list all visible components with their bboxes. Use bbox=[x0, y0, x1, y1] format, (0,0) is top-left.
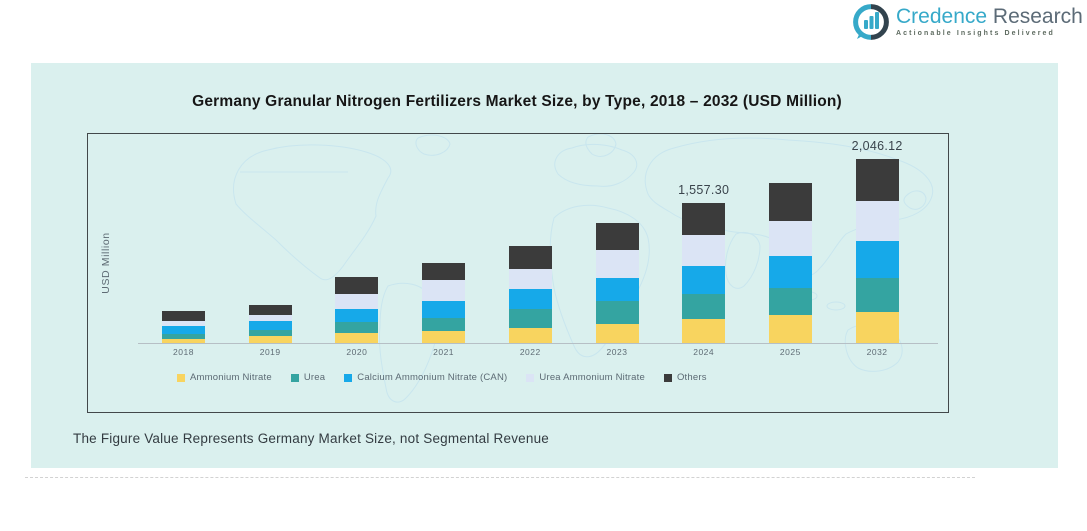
footnote: The Figure Value Represents Germany Mark… bbox=[73, 431, 549, 446]
bar-segment-ammonium-nitrate bbox=[248, 335, 292, 343]
legend-swatch-urea-ammonium-nitrate bbox=[526, 373, 535, 382]
bar-segment-others bbox=[422, 262, 466, 280]
bar-segment-urea-ammonium-nitrate bbox=[248, 315, 292, 322]
bar-segment-others bbox=[595, 222, 639, 251]
bar-segment-others bbox=[508, 246, 552, 269]
bar-segment-calcium-ammonium-nitrate-can bbox=[768, 255, 812, 288]
bar-segment-others bbox=[335, 277, 379, 294]
logo-name-primary: Credence bbox=[896, 5, 988, 28]
bar-segment-calcium-ammonium-nitrate-can bbox=[248, 321, 292, 330]
legend-item-calcium-ammonium-nitrate-can: Calcium Ammonium Nitrate (CAN) bbox=[344, 372, 507, 383]
bar-segment-ammonium-nitrate bbox=[422, 330, 466, 343]
bar-segment-urea-ammonium-nitrate bbox=[335, 293, 379, 309]
legend-swatch-ammonium-nitrate bbox=[177, 373, 185, 382]
x-tick-2025: 2025 bbox=[779, 347, 801, 357]
legend-swatch-calcium-ammonium-nitrate-can bbox=[344, 373, 353, 382]
legend-label-ammonium-nitrate: Ammonium Nitrate bbox=[190, 372, 272, 383]
bar-segment-calcium-ammonium-nitrate-can bbox=[335, 308, 379, 322]
bar-2020 bbox=[335, 277, 379, 343]
bar-segment-others bbox=[855, 158, 899, 202]
chart-title: Germany Granular Nitrogen Fertilizers Ma… bbox=[192, 93, 842, 110]
bar-segment-calcium-ammonium-nitrate-can bbox=[162, 325, 205, 334]
bar-segment-ammonium-nitrate bbox=[855, 312, 899, 343]
legend-item-urea: Urea bbox=[290, 372, 326, 383]
x-tick-2018: 2018 bbox=[173, 347, 194, 357]
legend-label-urea: Urea bbox=[303, 372, 326, 383]
bar-segment-others bbox=[162, 311, 205, 321]
bar-segment-urea bbox=[595, 300, 639, 325]
bar-segment-ammonium-nitrate bbox=[768, 315, 812, 343]
bar-2021 bbox=[422, 262, 466, 343]
value-label-2032: 2,046.12 bbox=[851, 138, 903, 153]
bar-segment-urea-ammonium-nitrate bbox=[682, 235, 726, 267]
logo-name: Credence Research bbox=[896, 6, 1083, 28]
bar-segment-calcium-ammonium-nitrate-can bbox=[855, 241, 899, 279]
bar-segment-urea-ammonium-nitrate bbox=[422, 279, 466, 302]
plot-area: USD Million 2018 2019 2020 2021 2022 2023 2024… bbox=[87, 133, 949, 413]
bar-2025 bbox=[768, 182, 812, 343]
x-tick-2022: 2022 bbox=[519, 347, 541, 357]
bar-segment-calcium-ammonium-nitrate-can bbox=[508, 289, 552, 309]
legend-label-calcium-ammonium-nitrate-can: Calcium Ammonium Nitrate (CAN) bbox=[357, 372, 508, 383]
logo-name-secondary: Research bbox=[992, 5, 1083, 28]
bar-segment-calcium-ammonium-nitrate-can bbox=[682, 266, 726, 294]
x-tick-2020: 2020 bbox=[346, 347, 368, 357]
x-tick-2024: 2024 bbox=[693, 347, 715, 357]
bar-segment-ammonium-nitrate bbox=[595, 324, 639, 343]
bar-2022 bbox=[508, 246, 552, 343]
bar-segment-urea bbox=[248, 329, 292, 336]
legend-label-urea-ammonium-nitrate: Urea Ammonium Nitrate bbox=[539, 372, 645, 383]
bar-2024 bbox=[682, 202, 726, 343]
bar-segment-calcium-ammonium-nitrate-can bbox=[595, 277, 639, 301]
bar-segment-ammonium-nitrate bbox=[682, 319, 726, 343]
bar-segment-urea-ammonium-nitrate bbox=[508, 268, 552, 290]
x-tick-2023: 2023 bbox=[606, 347, 628, 357]
x-axis-line bbox=[138, 343, 938, 344]
bar-segment-ammonium-nitrate bbox=[508, 328, 552, 343]
legend-item-urea-ammonium-nitrate: Urea Ammonium Nitrate bbox=[526, 372, 645, 383]
bar-segment-urea-ammonium-nitrate bbox=[768, 220, 812, 256]
bar-2018 bbox=[162, 311, 205, 343]
bar-chart-bubble-icon bbox=[852, 3, 890, 46]
bar-segment-others bbox=[682, 202, 726, 236]
bar-2032 bbox=[855, 158, 899, 343]
bar-segment-others bbox=[248, 304, 292, 316]
value-label-2024: 1,557.30 bbox=[678, 182, 730, 197]
legend-swatch-urea bbox=[290, 373, 299, 382]
bar-segment-urea-ammonium-nitrate bbox=[162, 320, 205, 326]
bar-segment-urea bbox=[422, 317, 466, 331]
bar-segment-urea bbox=[855, 278, 899, 313]
bottom-divider bbox=[25, 477, 975, 478]
bar-segment-urea bbox=[768, 287, 812, 316]
bar-segment-ammonium-nitrate bbox=[162, 339, 205, 343]
y-axis-label: USD Million bbox=[100, 232, 112, 294]
logo-tagline: Actionable Insights Delivered bbox=[896, 30, 1055, 37]
bar-segment-urea bbox=[335, 321, 379, 334]
bar-segment-urea bbox=[162, 333, 205, 340]
bar-2019 bbox=[248, 304, 292, 343]
x-tick-2021: 2021 bbox=[433, 347, 455, 357]
legend-item-others: Others bbox=[663, 372, 707, 383]
x-tick-2032: 2032 bbox=[866, 347, 888, 357]
bar-segment-calcium-ammonium-nitrate-can bbox=[422, 301, 466, 318]
bar-segment-urea-ammonium-nitrate bbox=[855, 201, 899, 242]
bar-2023 bbox=[595, 222, 639, 343]
bar-segment-urea bbox=[682, 293, 726, 320]
legend-label-others: Others bbox=[676, 372, 707, 383]
credence-logo: Credence Research Actionable Insights De… bbox=[852, 3, 1083, 46]
bar-segment-ammonium-nitrate bbox=[335, 333, 379, 343]
legend-swatch-others bbox=[663, 373, 672, 382]
bar-segment-urea-ammonium-nitrate bbox=[595, 250, 639, 278]
legend: Ammonium Nitrate Urea Calcium Ammonium Nit… bbox=[177, 372, 707, 383]
bar-segment-others bbox=[768, 182, 812, 221]
legend-item-ammonium-nitrate: Ammonium Nitrate bbox=[177, 372, 272, 383]
bar-segment-urea bbox=[508, 308, 552, 329]
chart-card: Germany Granular Nitrogen Fertilizers Ma… bbox=[31, 63, 1058, 468]
x-tick-2019: 2019 bbox=[259, 347, 281, 357]
